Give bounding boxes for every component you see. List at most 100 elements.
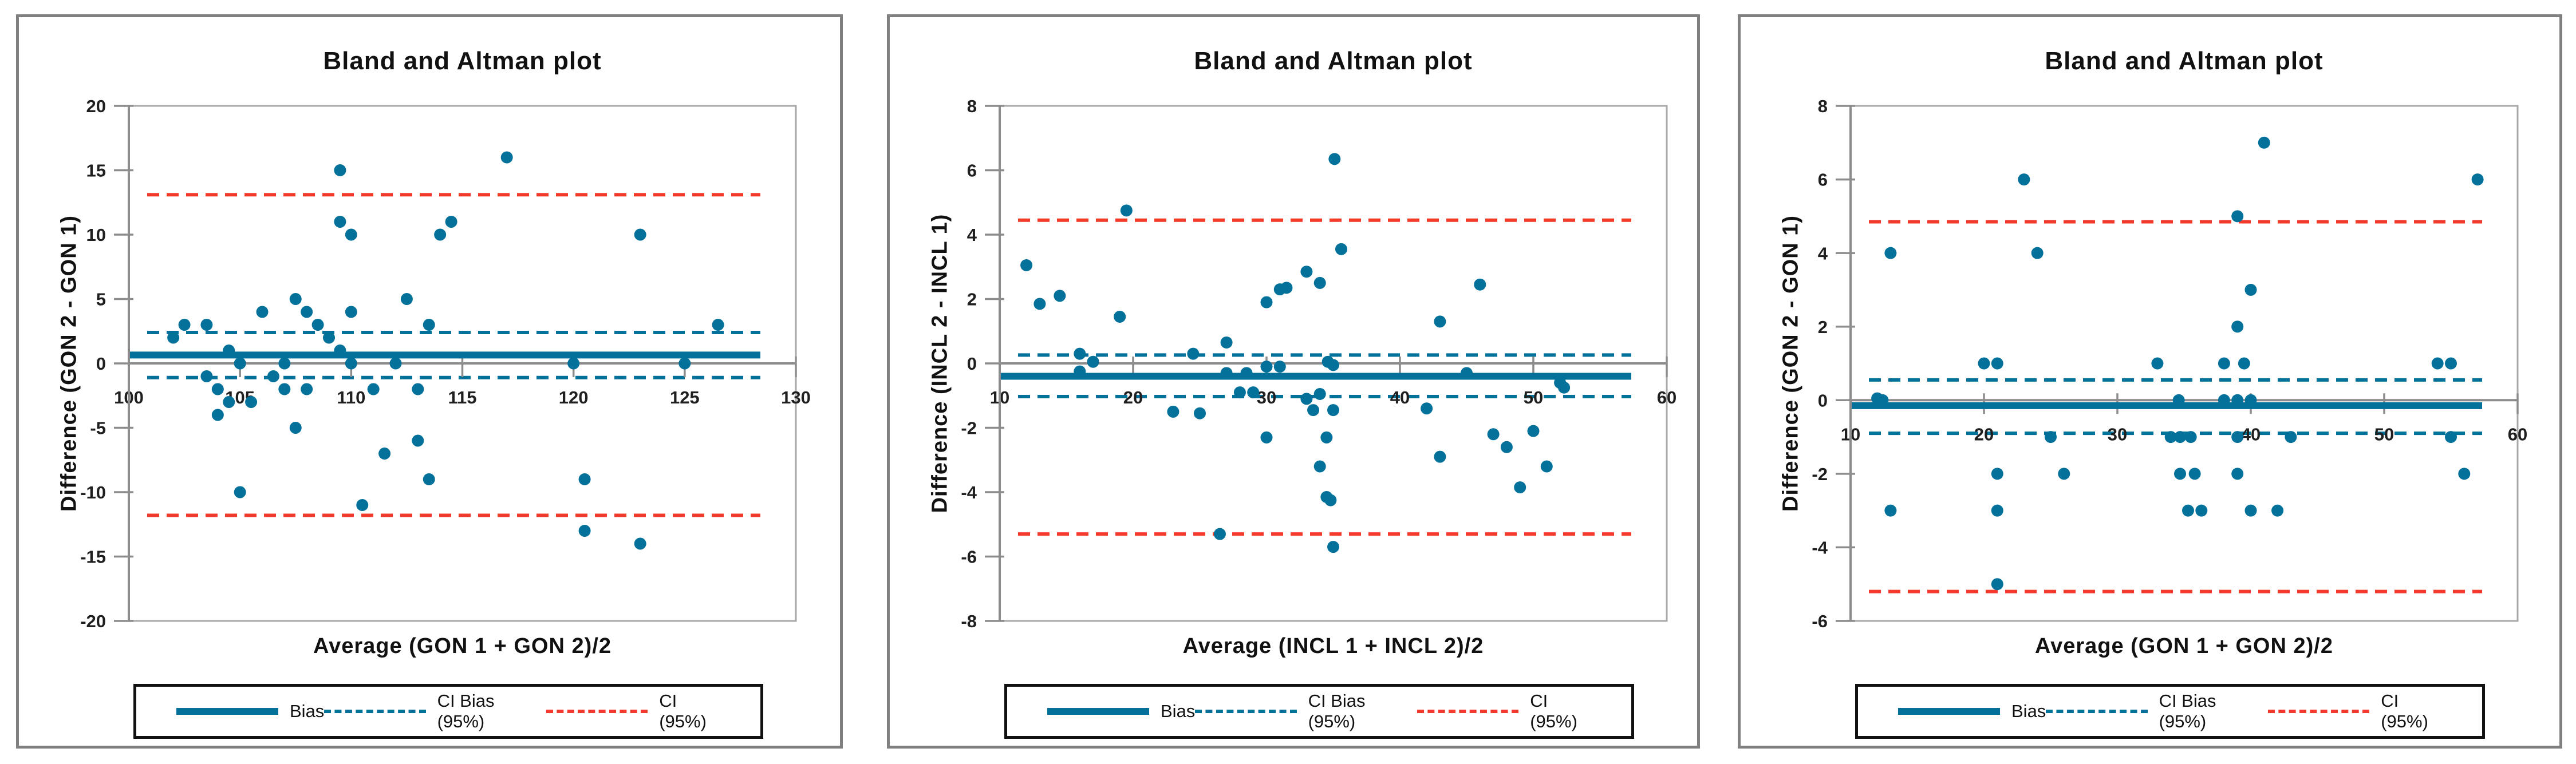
y-axis-title: Difference (INCL 2 - INCL 1) [928,213,952,513]
data-point [1020,259,1033,271]
data-point [2218,394,2230,406]
y-tick-label: 4 [967,225,977,245]
data-point [1260,431,1273,444]
chart-title: Bland and Altman plot [323,47,602,75]
data-point [1327,359,1339,371]
data-point [1213,528,1226,540]
data-point [178,319,191,331]
data-point [2244,394,2257,406]
y-tick-label: -4 [961,482,977,502]
data-point [356,499,369,511]
data-point [1300,266,1313,278]
ci-line-sample [1417,710,1519,713]
y-tick-label: 8 [967,96,977,116]
data-point [1247,386,1260,399]
legend-item-bias: Bias [1898,701,2046,722]
y-tick-label: 0 [967,354,977,374]
y-tick-label: -6 [961,547,977,567]
data-point [334,216,346,228]
data-point [1033,298,1046,310]
data-point [367,383,380,395]
data-point [2231,210,2244,223]
data-point [2231,468,2244,480]
data-point [2238,357,2250,370]
legend: Bias CI Bias (95%) CI (95%) [1004,684,1634,739]
data-point [412,383,424,395]
data-point [200,370,213,382]
x-tick-label: 40 [2241,424,2261,444]
data-point [301,383,313,395]
data-point [1991,357,2003,370]
data-point [1991,504,2003,517]
data-point [2285,431,2297,444]
data-point [2431,357,2444,370]
data-point [2184,431,2197,444]
x-axis-title: Average (GON 1 + GON 2)/2 [313,634,612,658]
y-tick-label: 20 [86,96,106,116]
ci-bias-line-sample [324,710,426,713]
legend-label: CI (95%) [2381,691,2428,731]
data-point [2031,247,2044,259]
legend-label: CI Bias (95%) [2159,691,2216,731]
data-point [423,319,435,331]
x-axis-title: Average (GON 1 + GON 2)/2 [2035,634,2333,658]
data-point [1233,386,1246,399]
y-tick-label: 6 [1818,170,1828,190]
data-point [1514,481,1526,494]
x-tick-label: 30 [1257,387,1276,407]
x-tick-label: 130 [781,387,811,407]
data-point [2018,173,2030,186]
y-tick-label: 0 [96,354,106,374]
data-point [1187,347,1200,360]
legend-item-ci: CI (95%) [2267,691,2451,732]
data-point [1421,402,1433,415]
x-tick-label: 125 [670,387,700,407]
data-point [578,525,591,537]
data-point [1260,361,1273,373]
legend-label: Bias [1161,701,1196,721]
data-point [1978,357,1990,370]
data-point [234,486,246,498]
legend-item-bias: Bias [1047,701,1195,722]
y-tick-label: -2 [1812,464,1828,484]
data-point [301,306,313,318]
data-point [1884,247,1897,259]
data-point [2471,173,2484,186]
data-point [211,383,224,395]
data-point [234,357,246,370]
y-axis-title: Difference (GON 2 - GON 1) [57,215,81,512]
data-point [389,357,402,370]
x-tick-label: 50 [1524,387,1543,407]
legend-item-ci-bias: CI Bias (95%) [324,691,546,732]
data-point [2174,431,2187,444]
data-point [378,448,391,460]
y-tick-label: -15 [80,547,106,567]
legend-label: Bias [290,701,325,721]
data-point [2164,431,2177,444]
y-tick-label: -5 [90,418,106,438]
data-point [1335,243,1347,255]
data-point [1540,460,1553,473]
data-point [445,216,457,228]
data-point [1500,441,1513,453]
data-point [423,473,435,485]
data-point [311,319,324,331]
y-tick-label: 2 [1818,317,1828,337]
data-point [2218,357,2230,370]
y-tick-label: -8 [961,611,977,631]
ci-line-sample [546,710,648,713]
x-tick-label: 50 [2374,424,2394,444]
data-point [1074,365,1086,378]
data-point [2445,431,2457,444]
y-tick-label: 10 [86,225,106,245]
data-point [245,396,258,408]
data-point [334,164,346,176]
data-point [1324,494,1337,506]
data-point [223,345,235,357]
data-point [2231,320,2244,333]
data-point [167,331,180,344]
ci-line-sample [2267,710,2370,713]
data-point [1327,404,1339,417]
